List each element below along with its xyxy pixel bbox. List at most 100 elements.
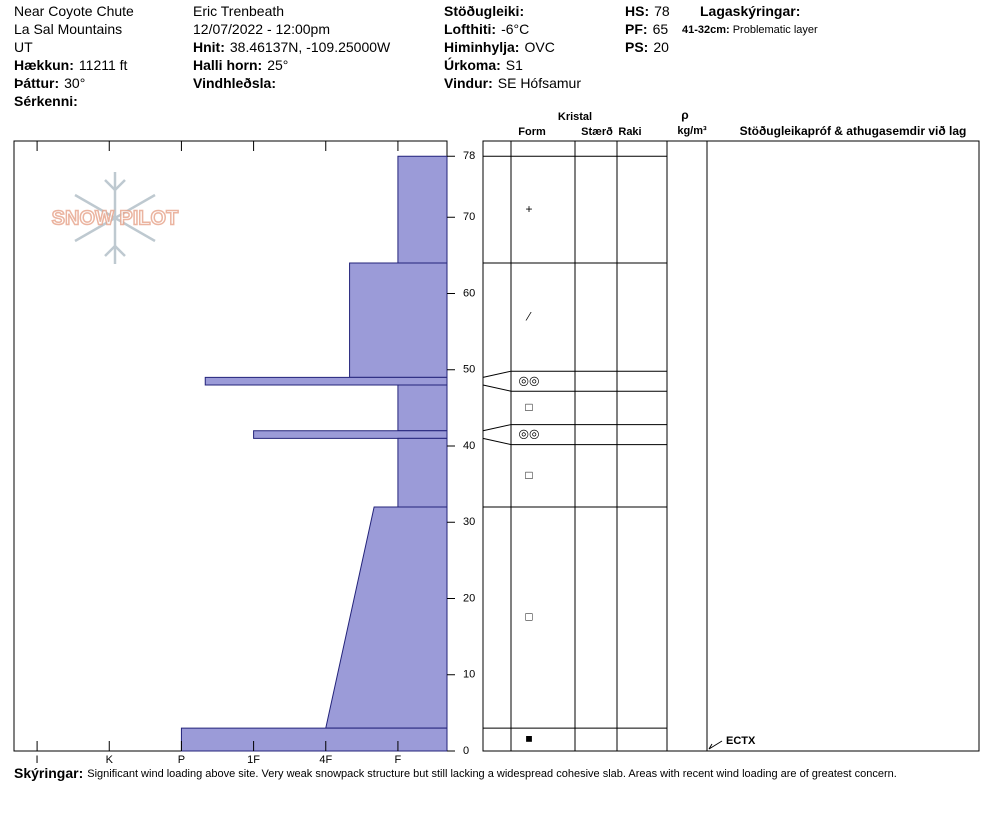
hardness-bar xyxy=(204,376,448,386)
y-tick-label: 10 xyxy=(463,669,475,681)
header-label: PF: xyxy=(625,21,648,37)
header-label: Hnit: xyxy=(193,39,225,55)
y-tick-label: 20 xyxy=(463,592,475,604)
x-tick-label: 4F xyxy=(319,754,332,766)
header-value: 11211 ft xyxy=(79,57,128,73)
header-label: Hækkun: xyxy=(14,57,74,73)
hardness-bar xyxy=(397,437,448,508)
header-field: 12/07/2022 - 12:00pm xyxy=(193,21,330,37)
y-tick-label: 78 xyxy=(463,150,475,162)
header-field: Vindur: SE Hófsamur xyxy=(444,75,581,91)
y-tick-label: 70 xyxy=(463,211,475,223)
grain-form: ⁄ xyxy=(525,309,532,323)
y-tick-label: 50 xyxy=(463,364,475,376)
hardness-bar xyxy=(180,727,448,752)
column-header: Raki xyxy=(618,126,641,138)
legend-value: Problematic layer xyxy=(733,24,818,36)
grain-form: + xyxy=(525,202,532,216)
footer: Skýringar: Significant wind loading above… xyxy=(14,765,897,781)
hardness-bar xyxy=(349,262,448,378)
layer-table-frame xyxy=(482,140,980,752)
header-value: SE Hófsamur xyxy=(498,75,582,91)
legend-label: 41-32cm: xyxy=(682,24,730,36)
header-field: Himinhylja: OVC xyxy=(444,39,555,55)
header-text: 12/07/2022 - 12:00pm xyxy=(193,21,330,37)
header-field: La Sal Mountains xyxy=(14,21,122,37)
column-header: kg/m³ xyxy=(677,125,707,137)
x-tick-label: F xyxy=(395,754,402,766)
header-field: HS: 78 xyxy=(625,3,670,19)
grain-form: ◎◎ xyxy=(519,427,540,441)
grain-form: □ xyxy=(525,610,532,624)
header-field: Near Coyote Chute xyxy=(14,3,134,19)
header-field: Eric Trenbeath xyxy=(193,3,284,19)
logo: SNOW PILOT xyxy=(52,207,179,229)
layer-boundary xyxy=(482,437,667,446)
header-field: Þáttur: 30° xyxy=(14,75,85,91)
header-field: Lofthiti: -6°C xyxy=(444,21,529,37)
header-field: PS: 20 xyxy=(625,39,669,55)
column-header: ρ xyxy=(681,108,688,122)
header-field: UT xyxy=(14,39,33,55)
column-header: Stærð xyxy=(581,126,613,138)
header-value: 65 xyxy=(653,21,669,37)
y-tick-label: 30 xyxy=(463,516,475,528)
header-label: PS: xyxy=(625,39,648,55)
layer-boundary xyxy=(482,424,667,432)
x-tick-label: P xyxy=(178,754,185,766)
header-label: HS: xyxy=(625,3,649,19)
header-label: Þáttur: xyxy=(14,75,59,91)
footer-label: Skýringar: xyxy=(14,765,83,781)
layer-boundary xyxy=(482,370,667,378)
header-label: Sérkenni: xyxy=(14,93,78,109)
header-field: Lagaskýringar: xyxy=(700,3,800,19)
header-field: Halli horn: 25° xyxy=(193,57,288,73)
hardness-bar xyxy=(397,155,448,264)
header-label: Halli horn: xyxy=(193,57,262,73)
header-field: Stöðugleiki: xyxy=(444,3,524,19)
hardness-bar xyxy=(397,384,448,432)
header-label: Úrkoma: xyxy=(444,56,501,73)
header-text: UT xyxy=(14,39,33,55)
header-label: Lofthiti: xyxy=(444,21,496,37)
column-header: Kristal xyxy=(558,111,592,123)
header-text: Near Coyote Chute xyxy=(14,3,134,19)
header-field: Vindhleðsla: xyxy=(193,75,276,91)
header-label: Vindur: xyxy=(444,75,493,91)
footer-text: Significant wind loading above site. Ver… xyxy=(87,768,897,780)
header-field: Úrkoma: S1 xyxy=(444,56,523,73)
header-label: Vindhleðsla: xyxy=(193,75,276,91)
y-tick-label: 0 xyxy=(463,745,469,757)
legend-entry: 41-32cm: Problematic layer xyxy=(682,24,818,36)
header-text: La Sal Mountains xyxy=(14,21,122,37)
header-text: Eric Trenbeath xyxy=(193,3,284,19)
column-header: Stöðugleikapróf & athugasemdir við lag xyxy=(740,124,967,138)
x-tick-label: K xyxy=(106,754,114,766)
layer-boundary xyxy=(482,384,667,392)
y-tick-label: 60 xyxy=(463,287,475,299)
header-label: Lagaskýringar: xyxy=(700,3,800,19)
grain-form: ■ xyxy=(525,732,532,746)
header-field: PF: 65 xyxy=(625,21,668,37)
header-field: Hnit: 38.46137N, -109.25000W xyxy=(193,39,391,55)
table-columns xyxy=(510,141,708,751)
header-field: Sérkenni: xyxy=(14,93,78,109)
header-value: 30° xyxy=(64,75,85,91)
header-value: 20 xyxy=(653,39,669,55)
header-value: 78 xyxy=(654,3,670,19)
x-tick-label: I xyxy=(36,754,39,766)
y-tick-label: 40 xyxy=(463,440,475,452)
x-tick-label: 1F xyxy=(247,754,260,766)
header-value: S1 xyxy=(506,57,523,73)
grain-form: ◎◎ xyxy=(519,373,540,387)
header-value: 38.46137N, -109.25000W xyxy=(230,39,391,55)
header-field: Hækkun: 11211 ft xyxy=(14,57,128,73)
header-value: OVC xyxy=(524,39,554,55)
header-label: Stöðugleiki: xyxy=(444,3,524,19)
hardness-bar xyxy=(253,430,448,439)
header-value: 25° xyxy=(267,57,288,73)
logo-flake xyxy=(74,172,156,264)
grain-form: □ xyxy=(525,468,532,482)
